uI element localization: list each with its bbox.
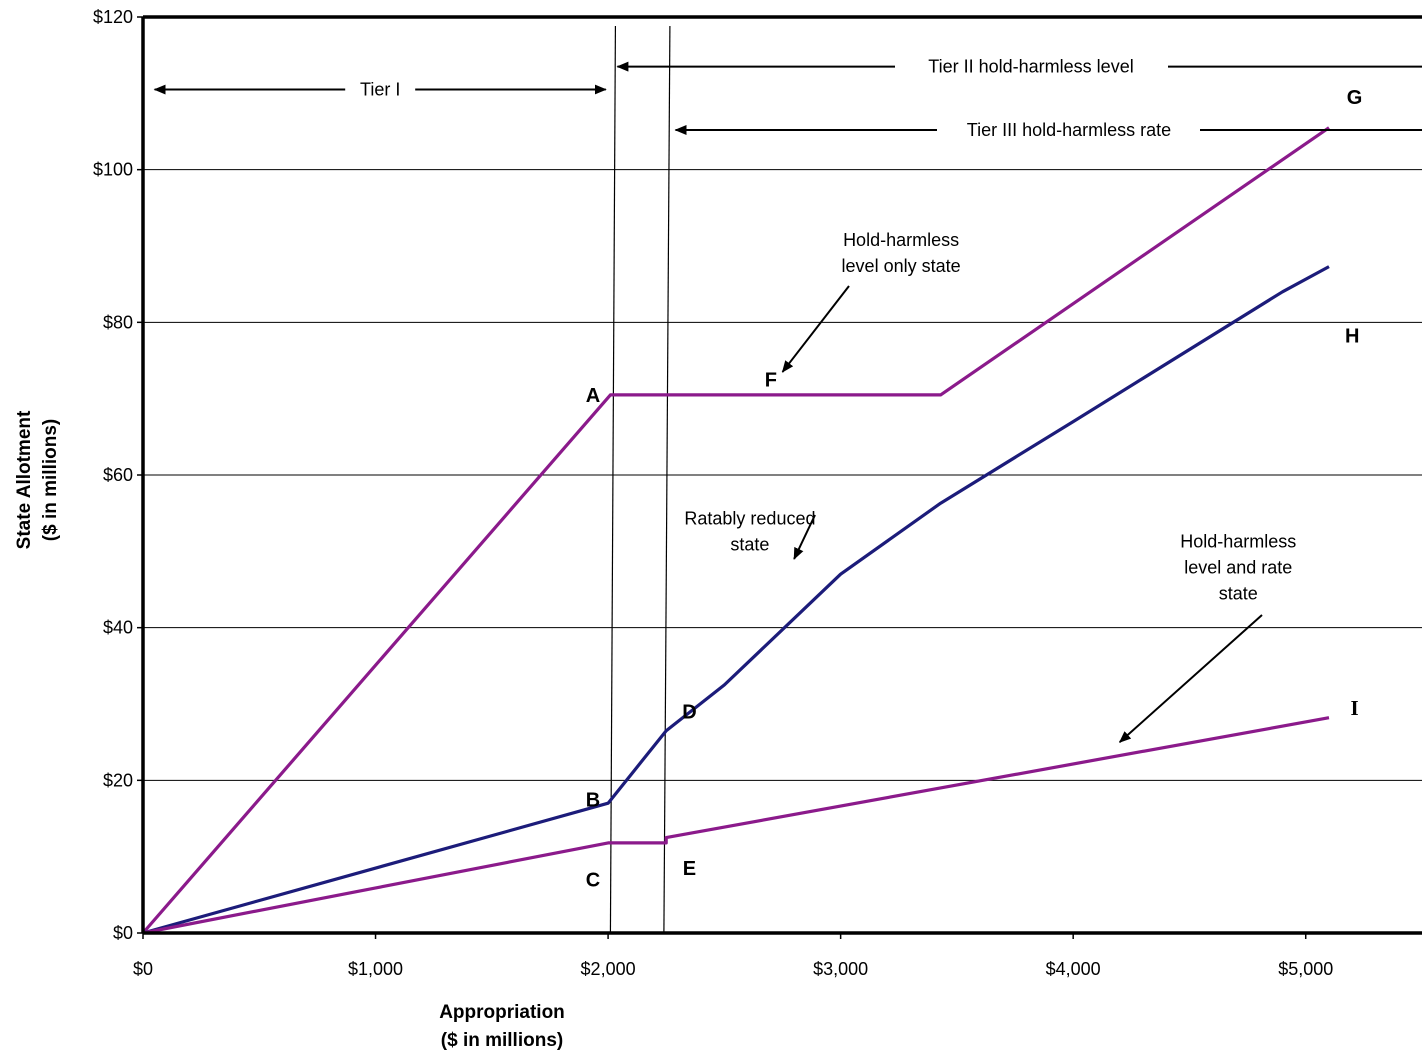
y-tick-label-1: $20 bbox=[103, 770, 133, 790]
grid-lines bbox=[143, 169, 1422, 781]
tick-labels: $0 $20 $40 $60 $80 $100 $120 $0 $1,000 $2,000 $3,0… bbox=[93, 7, 1333, 979]
x-tick-label-2: $2,000 bbox=[581, 959, 636, 979]
axes bbox=[137, 15, 1422, 939]
series-lines bbox=[141, 126, 1330, 935]
y-tick-label-5: $100 bbox=[93, 160, 133, 180]
point-label-f: F bbox=[765, 370, 777, 392]
y-tick-label-2: $40 bbox=[103, 618, 133, 638]
tier-iii-label: Tier III hold-harmless rate bbox=[967, 120, 1171, 140]
annotation-1-line-0: Ratably reduced bbox=[684, 509, 815, 529]
annotation-arrow-1 bbox=[793, 514, 816, 560]
series-line-0 bbox=[141, 126, 1330, 935]
tier-boundary-lines bbox=[609, 25, 671, 934]
annotation-0-line-0: Hold-harmless bbox=[843, 230, 959, 250]
point-label-c: C bbox=[586, 870, 600, 892]
tier-i-label: Tier I bbox=[360, 80, 400, 100]
x-tick-label-0: $0 bbox=[133, 959, 153, 979]
annotation-arrow-0 bbox=[781, 285, 850, 373]
annotation-1-line-1: state bbox=[730, 535, 769, 555]
axis-titles: Appropriation($ in millions)State Allotm… bbox=[14, 410, 565, 1051]
annotation-0-line-1: level only state bbox=[842, 256, 961, 276]
point-labels: A B C D E F G H I bbox=[586, 87, 1363, 891]
y-tick-label-0: $0 bbox=[113, 923, 133, 943]
y-axis-title-line-1: ($ in millions) bbox=[40, 419, 61, 541]
annotation-2-line-0: Hold-harmless bbox=[1180, 532, 1296, 552]
point-label-e: E bbox=[683, 858, 696, 880]
y-tick-label-4: $80 bbox=[103, 312, 133, 332]
point-label-d: D bbox=[682, 702, 696, 724]
tier-line-1 bbox=[663, 25, 671, 934]
x-axis-title-line-0: Appropriation bbox=[439, 1002, 565, 1023]
y-axis-title-line-0: State Allotment bbox=[14, 410, 35, 549]
series-line-1 bbox=[142, 265, 1330, 935]
series-line-2 bbox=[142, 716, 1330, 935]
point-label-i: I bbox=[1350, 696, 1358, 720]
annotation-arrow-2 bbox=[1118, 614, 1263, 743]
y-tick-label-3: $60 bbox=[103, 465, 133, 485]
annotations: Tier I Tier II hold-harmless level Tier II… bbox=[153, 57, 1422, 743]
x-tick-label-3: $3,000 bbox=[813, 959, 868, 979]
tier-ii-label: Tier II hold-harmless level bbox=[928, 57, 1133, 77]
point-label-g: G bbox=[1347, 87, 1363, 109]
annotation-2-line-1: level and rate bbox=[1184, 558, 1292, 578]
annotation-2-line-2: state bbox=[1219, 584, 1258, 604]
y-tick-label-6: $120 bbox=[93, 7, 133, 27]
tier-line-0 bbox=[609, 25, 617, 934]
x-axis-title-line-1: ($ in millions) bbox=[441, 1030, 563, 1051]
x-tick-label-1: $1,000 bbox=[348, 959, 403, 979]
x-tick-label-4: $4,000 bbox=[1046, 959, 1101, 979]
x-tick-label-5: $5,000 bbox=[1278, 959, 1333, 979]
point-label-h: H bbox=[1345, 325, 1359, 347]
point-label-a: A bbox=[586, 385, 600, 407]
point-label-b: B bbox=[586, 789, 600, 811]
